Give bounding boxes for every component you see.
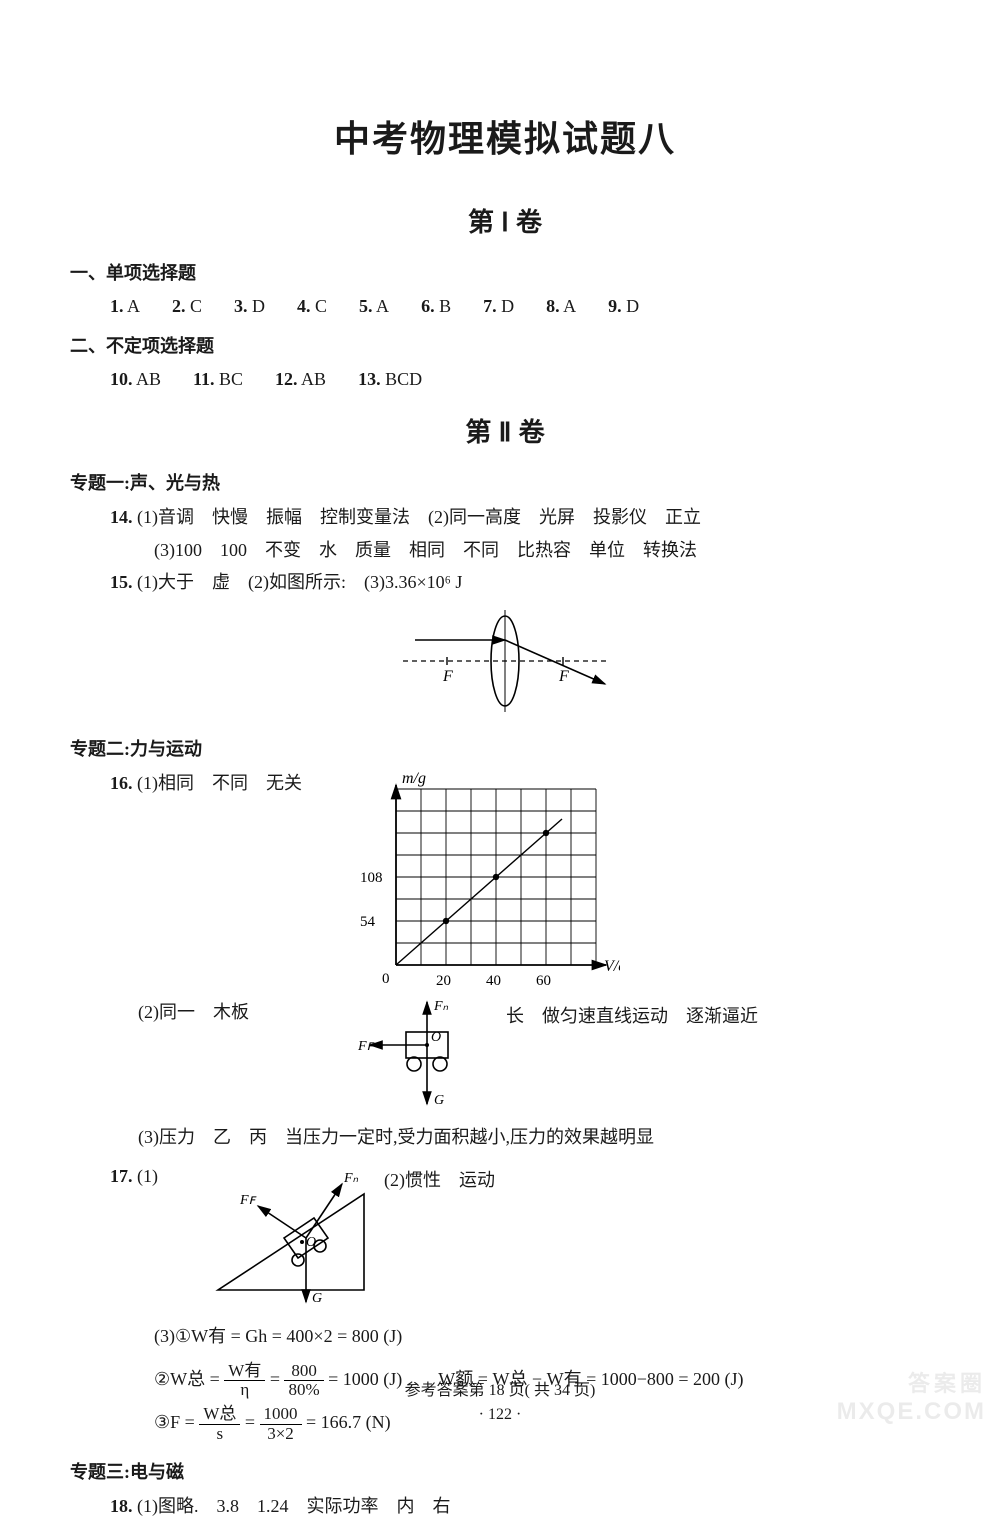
mc-item: 12. AB — [275, 364, 326, 395]
lens-diagram-wrap: FF — [70, 606, 940, 721]
q17-num: 17. — [110, 1166, 133, 1186]
watermark-en: MXQE.COM — [837, 1398, 986, 1426]
q18-num: 18. — [110, 1496, 133, 1516]
q17-p3-1: (3)①W有 = Gh = 400×2 = 800 (J) — [154, 1326, 402, 1346]
svg-text:60: 60 — [536, 973, 551, 989]
q18-line: 18. (1)图略. 3.8 1.24 实际功率 内 右 — [110, 1490, 940, 1522]
svg-text:m/g: m/g — [402, 770, 426, 787]
svg-text:O: O — [431, 1030, 441, 1045]
svg-text:F: F — [442, 668, 453, 685]
mc-item: 13. BCD — [358, 364, 422, 395]
volume-2-heading: 第 Ⅱ 卷 — [70, 412, 940, 449]
q15-text: (1)大于 虚 (2)如图所示: (3)3.36×10⁶ J — [137, 572, 462, 592]
q16-p1-text: (1)相同 不同 无关 — [137, 773, 302, 793]
topic-1-heading: 专题一:声、光与热 — [70, 469, 940, 495]
mc-row-1: 1. A 2. C 3. D 4. C 5. A 6. B 7. D 8. A 9. D — [110, 291, 940, 322]
svg-text:54: 54 — [360, 914, 376, 930]
q16-p2-pre: (2)同一 木板 — [138, 996, 348, 1028]
mc-item: 8. A — [546, 291, 576, 322]
mc-item: 2. C — [172, 291, 202, 322]
svg-text:Fₙ: Fₙ — [343, 1171, 359, 1186]
mc-row-2: 10. AB 11. BC 12. AB 13. BCD — [110, 364, 940, 395]
q14-num: 14. — [110, 507, 133, 527]
q17-p1: 17. (1) — [110, 1160, 206, 1192]
q16-p1: 16. (1)相同 不同 无关 — [110, 767, 330, 799]
mc-item: 7. D — [483, 291, 514, 322]
mc-item: 5. A — [359, 291, 389, 322]
mc-item: 4. C — [297, 291, 327, 322]
q14-text-1: (1)音调 快慢 振幅 控制变量法 (2)同一高度 光屏 投影仪 正立 — [137, 507, 701, 527]
svg-text:F: F — [558, 668, 569, 685]
svg-text:0: 0 — [382, 971, 390, 987]
svg-text:20: 20 — [436, 973, 451, 989]
svg-text:G: G — [312, 1291, 322, 1306]
section-1-heading: 一、单项选择题 — [70, 259, 940, 285]
mc-item: 6. B — [421, 291, 451, 322]
lens-diagram: FF — [395, 606, 615, 716]
watermark-cn: 答案圈 — [908, 1366, 986, 1398]
svg-text:O: O — [306, 1235, 316, 1250]
q17-formula-1: (3)①W有 = Gh = 400×2 = 800 (J) — [154, 1315, 940, 1358]
volume-1-heading: 第 Ⅰ 卷 — [70, 202, 940, 239]
q16-num: 16. — [110, 773, 133, 793]
q18-text: (1)图略. 3.8 1.24 实际功率 内 右 — [137, 1496, 451, 1516]
mc-item: 3. D — [234, 291, 265, 322]
mc-item: 11. BC — [193, 364, 243, 395]
mc-item: 1. A — [110, 291, 140, 322]
q15-num: 15. — [110, 572, 133, 592]
q15-line: 15. (1)大于 虚 (2)如图所示: (3)3.36×10⁶ J — [110, 566, 940, 598]
svg-text:V/cm³: V/cm³ — [604, 958, 620, 975]
q14-line-2: (3)100 100 不变 水 质量 相同 不同 比热容 单位 转换法 — [154, 534, 940, 566]
fbd-cart-diagram: O Fₙ Fꜰ G — [348, 996, 498, 1116]
q16-p3: (3)压力 乙 丙 当压力一定时,受力面积越小,压力的效果越明显 — [138, 1121, 940, 1153]
svg-text:Fₙ: Fₙ — [433, 999, 449, 1014]
q16-p2-suf: 长 做匀速直线运动 逐渐逼近 — [506, 1000, 940, 1032]
q17-p2: (2)惯性 运动 — [384, 1164, 940, 1196]
mc-item: 10. AB — [110, 364, 161, 395]
q14-line-1: 14. (1)音调 快慢 振幅 控制变量法 (2)同一高度 光屏 投影仪 正立 — [110, 501, 940, 533]
page-title: 中考物理模拟试题八 — [70, 110, 940, 162]
mv-chart: m/g V/cm³ 0 20 40 60 54 108 — [340, 767, 620, 997]
q17-p1-pre: (1) — [137, 1166, 158, 1186]
mc-item: 9. D — [608, 291, 639, 322]
svg-text:40: 40 — [486, 973, 501, 989]
incline-fbd-diagram: O Fₙ Fꜰ G — [206, 1160, 376, 1310]
svg-text:Fꜰ: Fꜰ — [239, 1193, 258, 1208]
svg-text:Fꜰ: Fꜰ — [357, 1039, 376, 1054]
svg-text:108: 108 — [360, 870, 383, 886]
section-2-heading: 二、不定项选择题 — [70, 332, 940, 358]
footer-text: 参考答案第 18 页( 共 34 页) — [0, 1376, 1000, 1400]
topic-2-heading: 专题二:力与运动 — [70, 735, 940, 761]
svg-text:G: G — [434, 1093, 444, 1108]
topic-3-heading: 专题三:电与磁 — [70, 1458, 940, 1484]
